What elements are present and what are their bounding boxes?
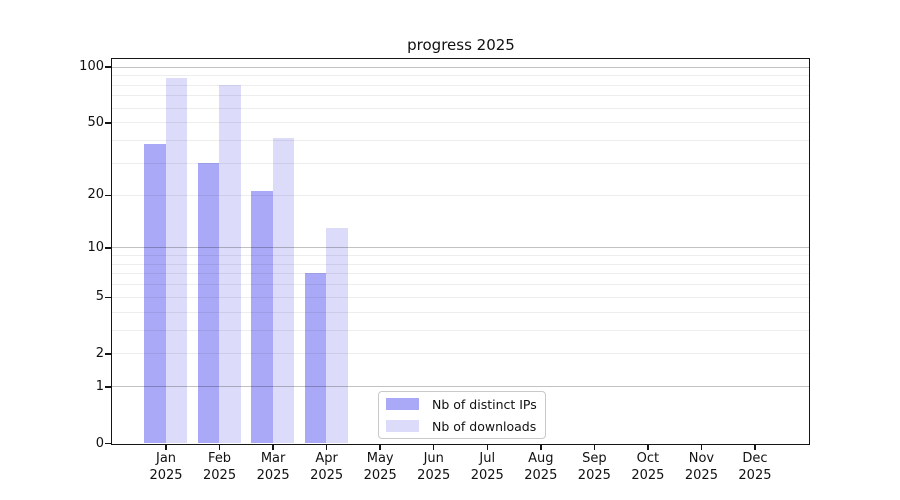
gridline-y-20 xyxy=(112,194,809,196)
y-tick-50 xyxy=(105,122,111,124)
gridline-y-60 xyxy=(112,107,809,109)
gridline-y-2 xyxy=(112,353,809,355)
y-tick-label-100: 100 xyxy=(79,59,104,75)
x-tick-label-apr: Apr 2025 xyxy=(310,451,344,483)
x-tick-label-nov: Nov 2025 xyxy=(684,451,718,483)
gridline-y-80 xyxy=(112,84,809,86)
legend-swatch-downloads xyxy=(386,420,419,432)
gridline-y-5 xyxy=(112,296,809,298)
y-tick-1 xyxy=(105,386,111,388)
gridline-y-4 xyxy=(112,311,809,313)
y-tick-label-5: 5 xyxy=(95,289,104,305)
plot-area xyxy=(111,58,810,445)
gridline-y-8 xyxy=(112,263,809,265)
y-tick-label-50: 50 xyxy=(87,114,104,130)
x-tick-label-mar: Mar 2025 xyxy=(256,451,290,483)
bar-distinct-ips-mar xyxy=(251,190,273,443)
x-tick-label-feb: Feb 2025 xyxy=(203,451,237,483)
legend: Nb of distinct IPs Nb of downloads xyxy=(378,391,546,439)
gridline-y-10 xyxy=(112,247,809,249)
bars-layer xyxy=(112,59,809,444)
gridline-y-7 xyxy=(112,273,809,275)
x-tick-jun xyxy=(432,445,435,450)
x-tick-may xyxy=(379,445,381,450)
x-tick-label-may: May 2025 xyxy=(363,451,397,483)
gridline-y-3 xyxy=(112,329,809,331)
y-tick-5 xyxy=(105,296,111,299)
chart-title: progress 2025 xyxy=(407,36,515,54)
bar-downloads-mar xyxy=(272,138,295,443)
x-tick-label-jul: Jul 2025 xyxy=(470,451,504,483)
gridlines-layer xyxy=(112,59,809,444)
x-tick-label-dec: Dec 2025 xyxy=(738,451,772,483)
bar-distinct-ips-jan xyxy=(144,144,166,443)
y-tick-label-10: 10 xyxy=(87,239,104,255)
gridline-y-70 xyxy=(112,95,809,97)
x-tick-sep xyxy=(593,445,596,450)
y-tick-label-1: 1 xyxy=(95,378,104,394)
y-tick-0 xyxy=(105,442,111,445)
bar-downloads-jan xyxy=(165,77,188,443)
y-tick-label-2: 2 xyxy=(95,345,104,361)
x-tick-aug xyxy=(540,445,542,450)
x-tick-feb xyxy=(218,445,221,450)
gridline-y-40 xyxy=(112,140,809,142)
bar-downloads-feb xyxy=(219,84,241,443)
y-tick-2 xyxy=(105,353,111,355)
x-tick-jan xyxy=(165,445,167,450)
x-tick-oct xyxy=(647,445,649,450)
gridline-y-100 xyxy=(112,66,809,68)
x-tick-label-aug: Aug 2025 xyxy=(524,451,558,483)
x-tick-label-jan: Jan 2025 xyxy=(149,451,183,483)
legend-item-distinct-ips: Nb of distinct IPs xyxy=(386,396,545,412)
gridline-y-30 xyxy=(112,163,809,164)
y-tick-label-20: 20 xyxy=(87,187,104,203)
x-tick-label-sep: Sep 2025 xyxy=(577,451,611,483)
x-tick-jul xyxy=(486,445,489,450)
y-tick-100 xyxy=(105,66,111,68)
legend-label-distinct-ips: Nb of distinct IPs xyxy=(432,396,537,412)
y-tick-label-0: 0 xyxy=(95,435,104,451)
y-tick-20 xyxy=(105,194,111,196)
gridline-y-9 xyxy=(112,255,809,257)
x-tick-label-jun: Jun 2025 xyxy=(417,451,451,483)
bar-distinct-ips-apr xyxy=(304,273,327,443)
gridline-y-1 xyxy=(112,386,809,388)
gridline-y-6 xyxy=(112,284,809,286)
x-tick-nov xyxy=(700,445,703,450)
gridline-y-50 xyxy=(112,122,809,124)
legend-item-downloads: Nb of downloads xyxy=(386,418,545,434)
x-tick-mar xyxy=(272,445,274,450)
bar-distinct-ips-feb xyxy=(197,163,220,443)
gridline-y-90 xyxy=(112,75,809,77)
y-tick-10 xyxy=(105,247,111,249)
legend-swatch-distinct-ips xyxy=(386,398,419,410)
legend-label-downloads: Nb of downloads xyxy=(432,418,537,434)
x-tick-apr xyxy=(325,445,328,450)
bar-downloads-apr xyxy=(326,227,348,443)
x-tick-label-oct: Oct 2025 xyxy=(631,451,665,483)
x-tick-dec xyxy=(754,445,756,450)
